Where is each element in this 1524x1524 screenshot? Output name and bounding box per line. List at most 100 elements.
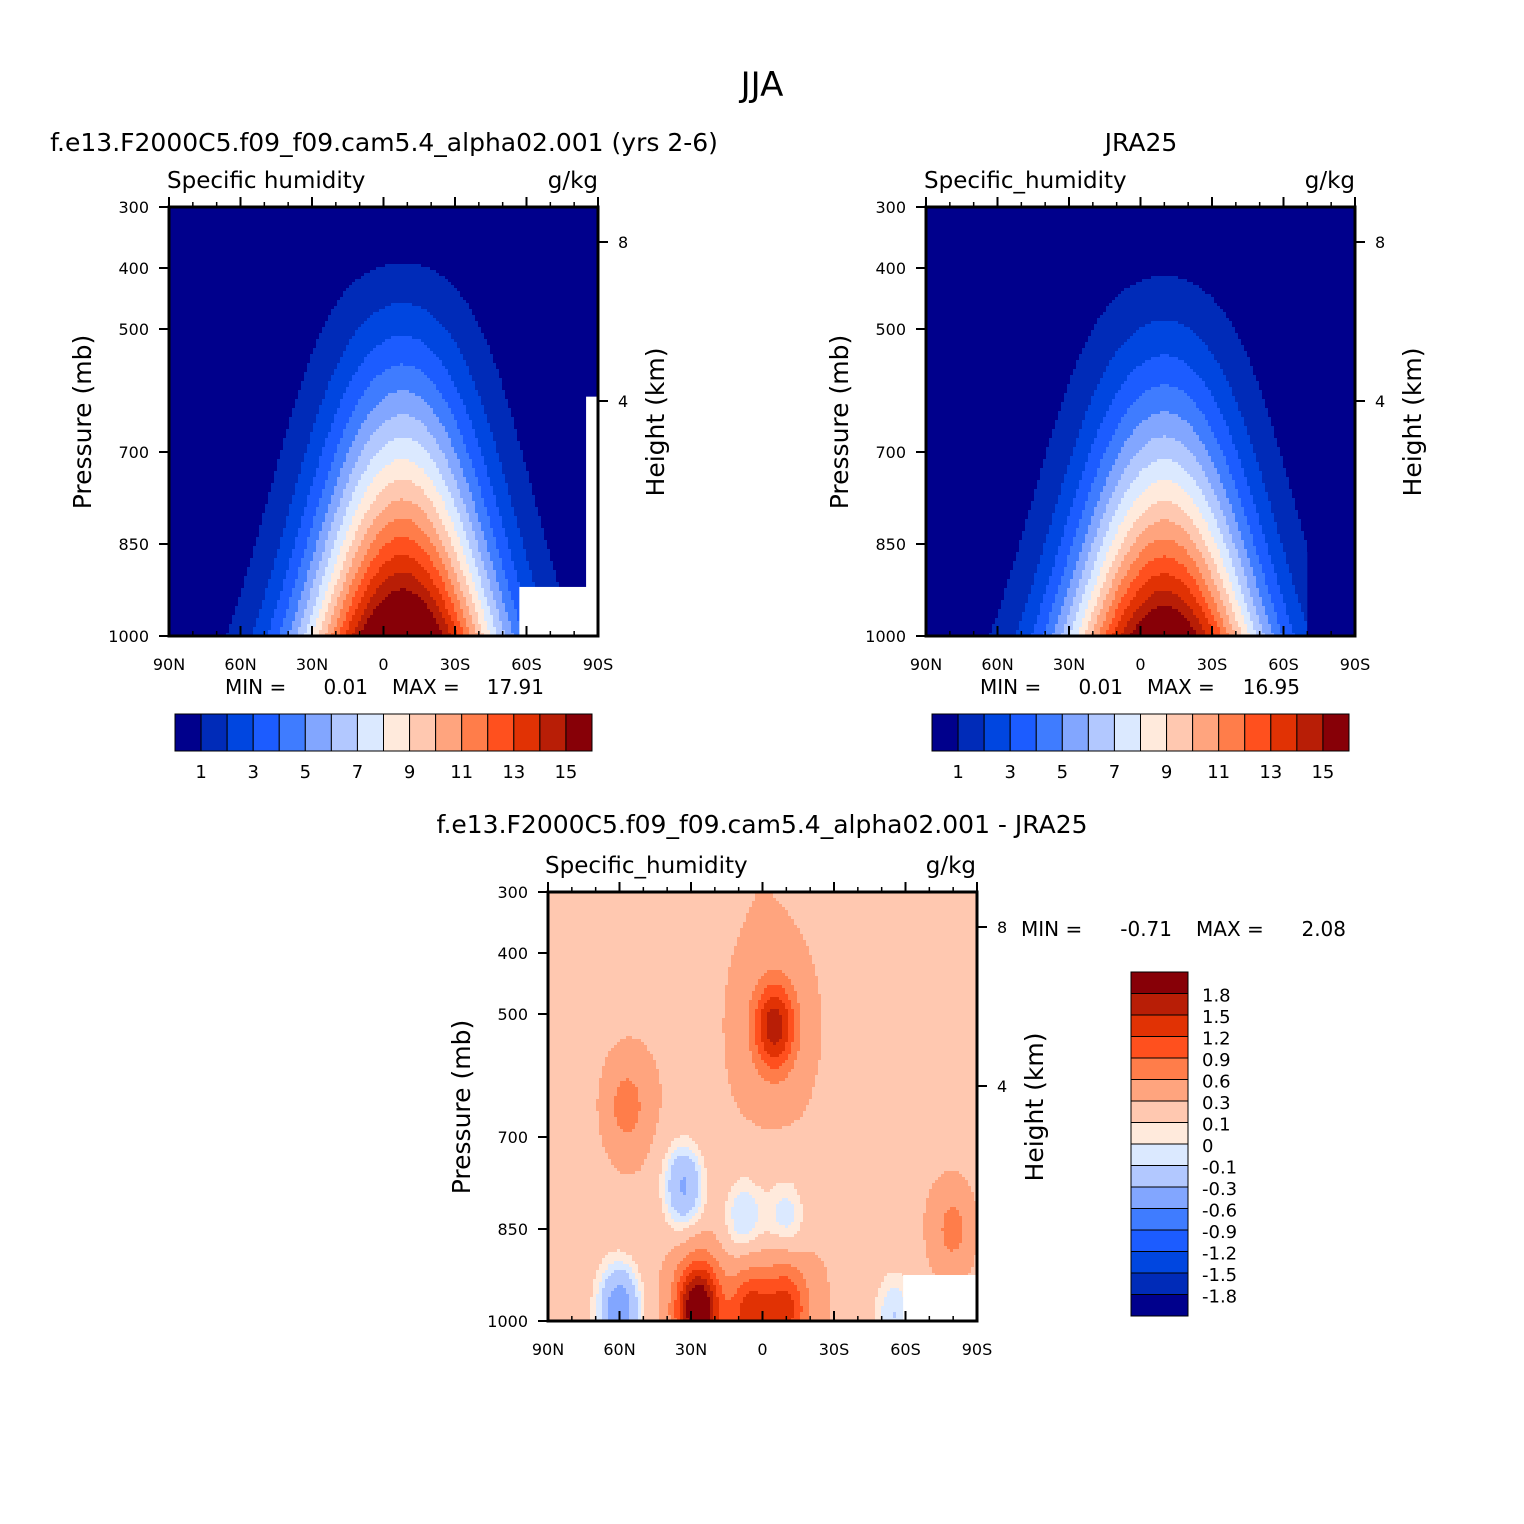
panel-obs-units: g/kg: [1305, 168, 1355, 194]
colorbar-label: 1: [195, 762, 206, 783]
colorbar-label: 0.1: [1202, 1115, 1231, 1136]
colorbar-label: 7: [352, 762, 363, 783]
colorbar-swatch: [1130, 1143, 1189, 1166]
colorbar-swatch: [1130, 1036, 1189, 1059]
colorbar-swatch: [174, 713, 202, 752]
panel-model-plot: 90N 60N 30N 0 30S 60S 90S 300 400 500 700 850 1000 8 4…: [68, 197, 670, 674]
colorbar-swatch: [1130, 1122, 1189, 1145]
panel-model-title: f.e13.F2000C5.f09_f09.cam5.4_alpha02.001…: [50, 128, 718, 157]
x-tick-label: 60S: [511, 655, 542, 674]
colorbar-swatch: [1130, 1208, 1189, 1231]
panel-diff-min-value: -0.71: [1120, 917, 1172, 941]
y2-axis-label: Height (km): [641, 348, 670, 497]
colorbar-label: -1.2: [1202, 1244, 1237, 1265]
colorbar-swatch: [957, 713, 985, 752]
x-tick-label: 60N: [603, 1340, 635, 1359]
panel-obs-max-value: 16.95: [1243, 675, 1300, 699]
x-tick-label: 30S: [819, 1340, 850, 1359]
y-axis-label: Pressure (mb): [825, 335, 854, 509]
y-tick-label: 850: [497, 1220, 528, 1239]
y-tick-label: 500: [497, 1005, 528, 1024]
y-tick-label: 700: [497, 1128, 528, 1147]
panel-obs-min-value: 0.01: [1078, 675, 1123, 699]
colorbar-label: 9: [1161, 762, 1172, 783]
colorbar-swatch: [1130, 1100, 1189, 1123]
missing-data-region: [903, 1275, 977, 1321]
colorbar-swatch: [1130, 1294, 1189, 1317]
panel-diff-plot: 90N 60N 30N 0 30S 60S 90S 300 400 500 700 850 1000 8 4…: [447, 882, 1049, 1359]
y-tick-label: 1000: [865, 627, 906, 646]
x-tick-label: 90N: [532, 1340, 564, 1359]
panel-diff: f.e13.F2000C5.f09_f09.cam5.4_alpha02.001…: [436, 810, 1346, 1359]
colorbar-swatch: [1244, 713, 1272, 752]
colorbar-swatch: [1035, 713, 1063, 752]
missing-data-region: [519, 586, 598, 636]
colorbar-swatch: [1130, 1251, 1189, 1274]
colorbar-swatch: [513, 713, 541, 752]
y2-tick-label: 4: [1375, 392, 1385, 411]
colorbar-label: 3: [1004, 762, 1015, 783]
colorbar-swatch: [435, 713, 463, 752]
colorbar-swatch: [1009, 713, 1037, 752]
colorbar-label: 13: [502, 762, 525, 783]
colorbar-swatch: [983, 713, 1011, 752]
colorbar-label: -0.1: [1202, 1158, 1237, 1179]
y2-axis-label: Height (km): [1398, 348, 1427, 497]
colorbar-swatch: [278, 713, 306, 752]
y-axis-label: Pressure (mb): [447, 1020, 476, 1194]
y2-tick-label: 4: [997, 1077, 1007, 1096]
x-tick-label: 0: [1135, 655, 1145, 674]
y2-tick-label: 8: [618, 233, 628, 252]
panel-obs-variable: Specific_humidity: [924, 168, 1127, 194]
y-tick-label: 400: [118, 259, 149, 278]
colorbar-label: 3: [247, 762, 258, 783]
colorbar-label: 5: [300, 762, 311, 783]
panel-obs-plot: 90N 60N 30N 0 30S 60S 90S 300 400 500 700 850 1000 8 4…: [825, 197, 1427, 674]
panel-diff-colorbar: 1.81.51.20.90.60.30.10-0.1-0.3-0.6-0.9-1…: [1130, 971, 1237, 1317]
x-tick-label: 90N: [153, 655, 185, 674]
colorbar-swatch: [1322, 713, 1350, 752]
panel-model-max-value: 17.91: [487, 675, 544, 699]
colorbar-swatch: [226, 713, 254, 752]
x-tick-label: 30N: [296, 655, 328, 674]
colorbar-label: -0.9: [1202, 1222, 1237, 1243]
colorbar-swatch: [1218, 713, 1246, 752]
panel-obs: JRA25 Specific_humidity g/kg 90N 60N 30N 0 3…: [825, 128, 1427, 783]
colorbar-swatch: [409, 713, 437, 752]
colorbar-swatch: [356, 713, 384, 752]
colorbar-label: 11: [1207, 762, 1230, 783]
colorbar-swatch: [1130, 1057, 1189, 1080]
colorbar-swatch: [1130, 1186, 1189, 1209]
colorbar-label: -1.5: [1202, 1265, 1237, 1286]
y2-tick-label: 4: [618, 392, 628, 411]
missing-data-region: [586, 396, 598, 636]
panel-model-min-value: 0.01: [323, 675, 368, 699]
x-tick-label: 0: [378, 655, 388, 674]
panel-diff-title: f.e13.F2000C5.f09_f09.cam5.4_alpha02.001…: [436, 810, 1087, 839]
colorbar-swatch: [1192, 713, 1220, 752]
panel-obs-min-label: MIN =: [980, 675, 1041, 699]
antarctic-region: [1307, 207, 1355, 636]
y-tick-label: 1000: [487, 1312, 528, 1331]
x-tick-label: 0: [757, 1340, 767, 1359]
y-tick-label: 500: [875, 320, 906, 339]
colorbar-swatch: [1130, 971, 1189, 994]
colorbar-swatch: [487, 713, 515, 752]
colorbar-label: 1.5: [1202, 1007, 1231, 1028]
panel-model-variable: Specific humidity: [167, 168, 365, 194]
colorbar-swatch: [383, 713, 411, 752]
colorbar-swatch: [1140, 713, 1168, 752]
y-tick-label: 500: [118, 320, 149, 339]
colorbar-swatch: [1130, 1014, 1189, 1037]
colorbar-swatch: [252, 713, 280, 752]
page-title: JJA: [739, 65, 784, 105]
y-tick-label: 400: [497, 944, 528, 963]
colorbar-swatch: [1130, 1165, 1189, 1188]
colorbar-swatch: [304, 713, 332, 752]
colorbar-label: 15: [1311, 762, 1334, 783]
colorbar-label: 0.6: [1202, 1072, 1231, 1093]
colorbar-label: 13: [1259, 762, 1282, 783]
x-tick-label: 90S: [962, 1340, 993, 1359]
colorbar-label: 0.9: [1202, 1050, 1231, 1071]
panel-diff-min-label: MIN =: [1021, 917, 1082, 941]
